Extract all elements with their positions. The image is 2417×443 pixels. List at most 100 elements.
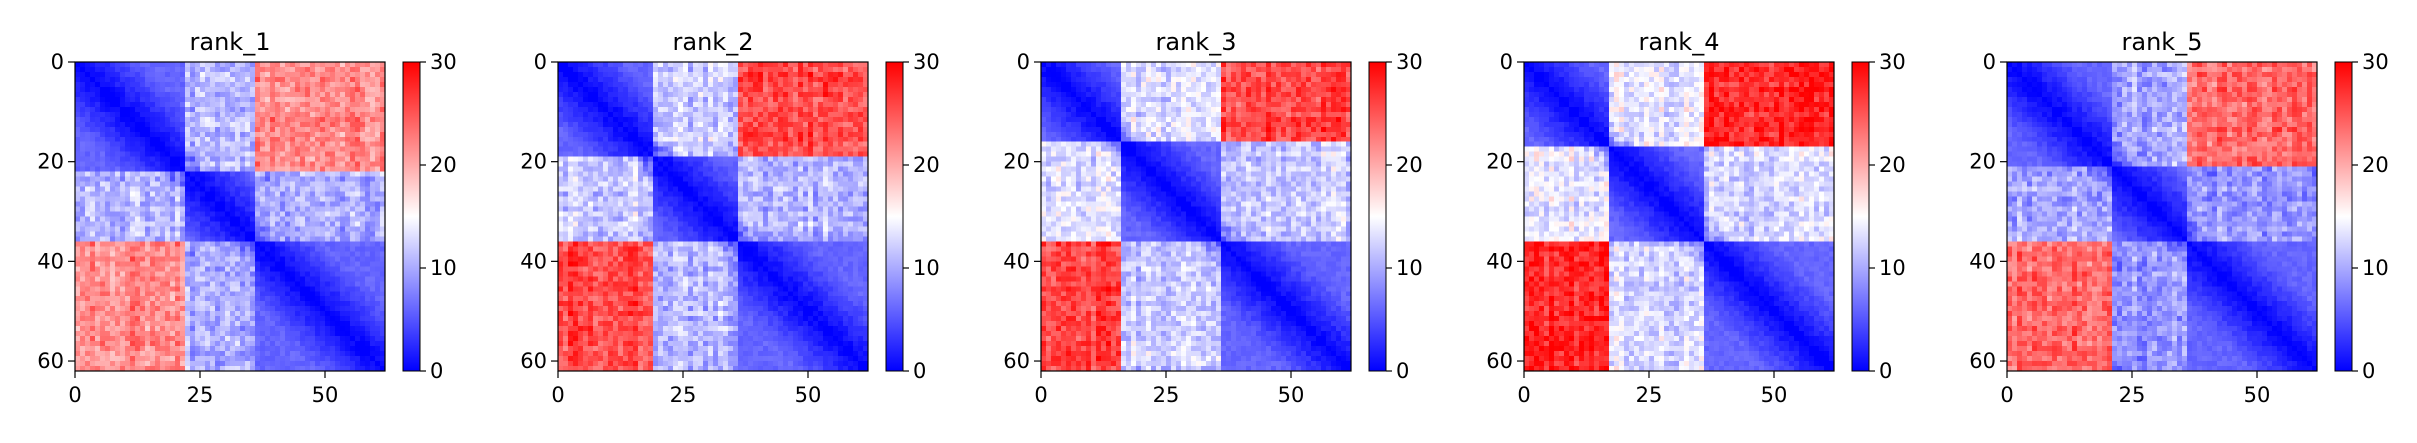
heatmap-cell [320, 82, 326, 88]
heatmap-cell [743, 62, 749, 68]
heatmap-cell [330, 231, 336, 237]
heatmap-cell [370, 316, 376, 322]
heatmap-cell [135, 117, 141, 123]
heatmap-cell [135, 157, 141, 163]
heatmap-cell [120, 172, 126, 178]
heatmap-cell [823, 62, 829, 68]
heatmap-cell [330, 172, 336, 178]
heatmap-cell [683, 142, 689, 148]
heatmap-cell [140, 132, 146, 138]
heatmap-cell [195, 167, 201, 173]
heatmap-cell [638, 132, 644, 138]
heatmap-cell [120, 87, 126, 93]
heatmap-cell [643, 67, 649, 73]
heatmap-cell [150, 177, 156, 183]
heatmap-cell [280, 87, 286, 93]
heatmap-cell [310, 207, 316, 213]
heatmap-cell [90, 356, 96, 362]
heatmap-cell [360, 256, 366, 262]
heatmap-cell [250, 87, 256, 93]
heatmap-cell [688, 87, 694, 93]
heatmap-cell [280, 212, 286, 218]
heatmap-cell [120, 142, 126, 148]
heatmap-cell [120, 221, 126, 227]
heatmap-cell [100, 356, 106, 362]
heatmap-cell [135, 266, 141, 272]
heatmap-cell [360, 67, 366, 73]
heatmap-cell [818, 147, 824, 153]
heatmap-cell [120, 321, 126, 327]
heatmap-cell [125, 67, 131, 73]
heatmap-cell [190, 226, 196, 232]
heatmap-cell [305, 281, 311, 287]
heatmap-cell [270, 127, 276, 133]
heatmap-cell [230, 117, 236, 123]
heatmap-cell [310, 212, 316, 218]
heatmap-cell [145, 226, 151, 232]
heatmap-cell [200, 246, 206, 252]
heatmap-cell [205, 251, 211, 257]
heatmap-cell [658, 102, 664, 108]
heatmap-cell [195, 122, 201, 128]
heatmap-cell [190, 281, 196, 287]
heatmap-cell [285, 207, 291, 213]
heatmap-cell [275, 271, 281, 277]
heatmap-cell [75, 92, 81, 98]
heatmap-cell [305, 341, 311, 347]
heatmap-cell [145, 311, 151, 317]
heatmap-cell [275, 301, 281, 307]
heatmap-cell [230, 207, 236, 213]
heatmap-cell [195, 117, 201, 123]
heatmap-cell [350, 341, 356, 347]
heatmap-cell [100, 182, 106, 188]
heatmap-cell [170, 296, 176, 302]
heatmap-cell [255, 182, 261, 188]
heatmap-cell [310, 127, 316, 133]
heatmap-cell [768, 97, 774, 103]
heatmap-cell [668, 107, 674, 113]
heatmap-cell [85, 122, 91, 128]
heatmap-cell [115, 346, 121, 352]
heatmap-cell [210, 236, 216, 242]
heatmap-cell [265, 77, 271, 83]
heatmap-cell [160, 281, 166, 287]
heatmap-cell [160, 346, 166, 352]
heatmap-cell [105, 137, 111, 143]
heatmap-cell [250, 102, 256, 108]
heatmap-cell [80, 326, 86, 332]
heatmap-cell [558, 142, 564, 148]
heatmap-cell [598, 97, 604, 103]
heatmap-cell [340, 92, 346, 98]
heatmap-cell [105, 177, 111, 183]
heatmap-cell [295, 152, 301, 158]
heatmap-cell [135, 226, 141, 232]
heatmap-cell [375, 162, 381, 168]
heatmap-cell [778, 92, 784, 98]
heatmap-cell [375, 107, 381, 113]
heatmap-cell [155, 301, 161, 307]
heatmap-cell [325, 162, 331, 168]
heatmap-cell [613, 117, 619, 123]
heatmap-cell [260, 276, 266, 282]
heatmap-cell [90, 361, 96, 367]
heatmap-cell [280, 142, 286, 148]
colorbar-tick-label: 10 [430, 256, 457, 280]
heatmap-cell [255, 102, 261, 108]
heatmap-cell [340, 306, 346, 312]
heatmap-cell [210, 87, 216, 93]
heatmap-cell [320, 112, 326, 118]
heatmap-cell [335, 102, 341, 108]
heatmap-cell [110, 127, 116, 133]
heatmap-cell [265, 251, 271, 257]
heatmap-cell [345, 182, 351, 188]
heatmap-cell [120, 97, 126, 103]
heatmap-cell [195, 261, 201, 267]
heatmap-cell [130, 142, 136, 148]
heatmap-cell [300, 97, 306, 103]
heatmap-cell [723, 62, 729, 68]
heatmap-cell [155, 167, 161, 173]
heatmap-cell [115, 172, 121, 178]
heatmap-cell [255, 72, 261, 78]
heatmap-cell [195, 92, 201, 98]
heatmap-cell [828, 142, 834, 148]
